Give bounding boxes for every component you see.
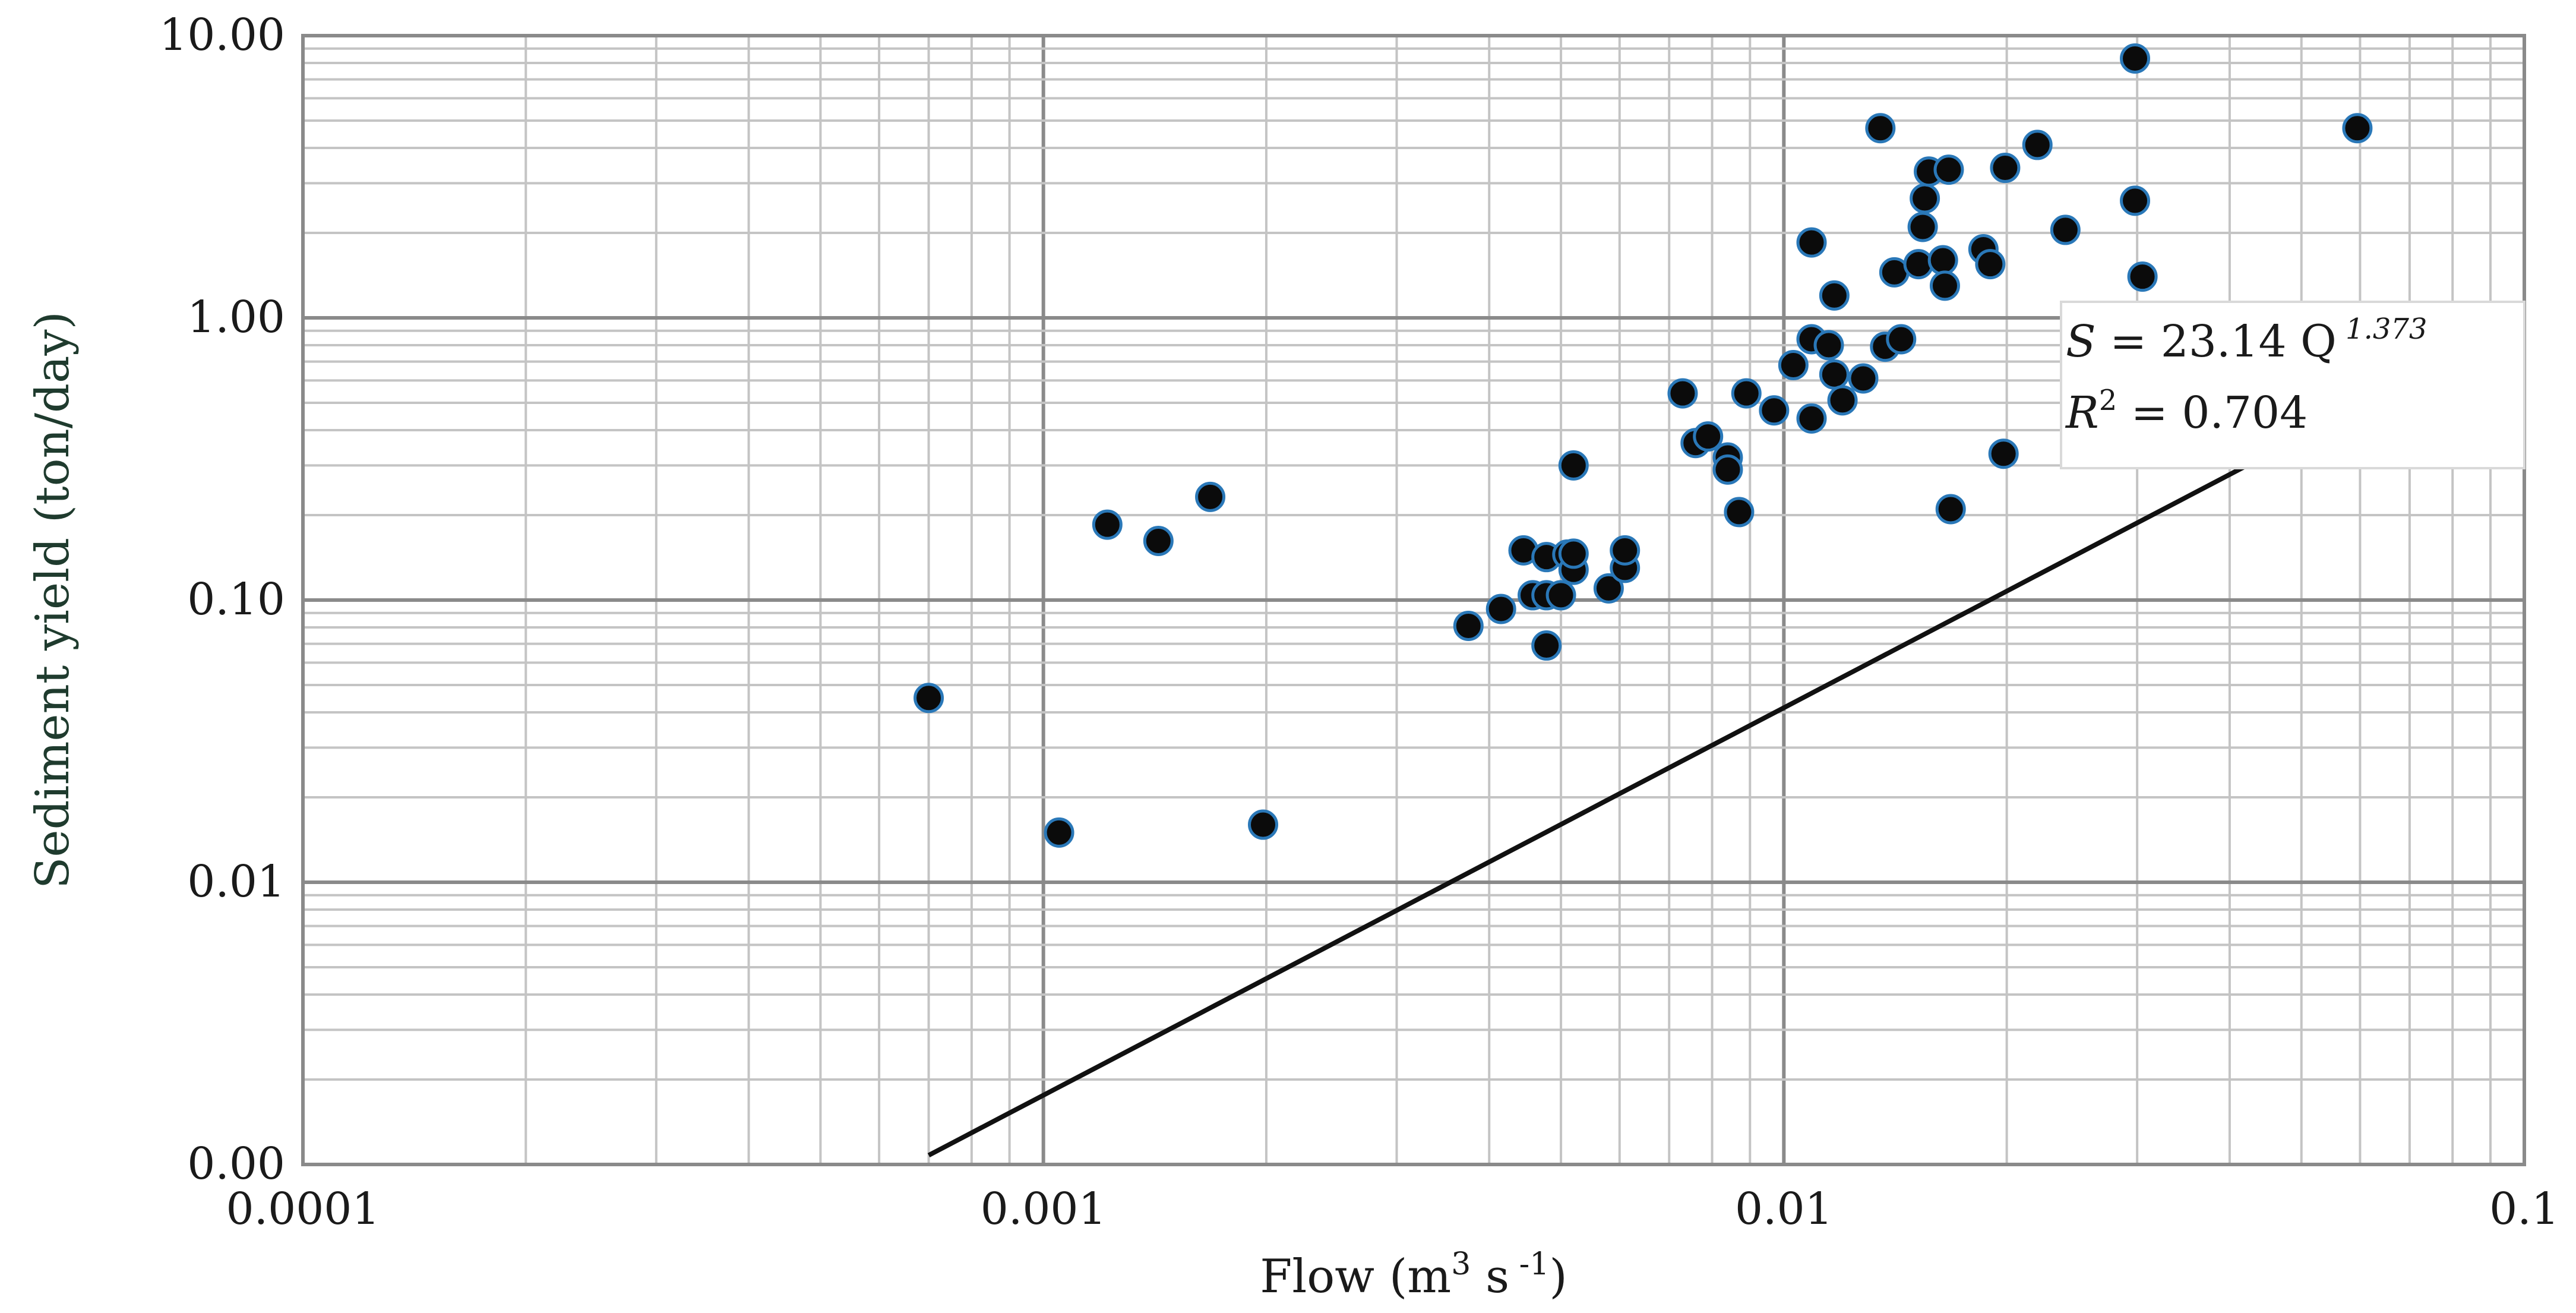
data-point xyxy=(1248,809,1279,840)
data-point xyxy=(1827,385,1858,416)
data-point xyxy=(1693,421,1724,452)
y-tick-label: 0.00 xyxy=(187,1138,285,1189)
data-point xyxy=(1044,817,1074,848)
data-point xyxy=(1545,580,1576,611)
data-point xyxy=(2342,113,2373,144)
data-point xyxy=(1531,630,1562,661)
data-point xyxy=(1935,494,1966,525)
data-point xyxy=(1593,573,1624,604)
x-tick-label: 0.0001 xyxy=(226,1183,380,1235)
data-point xyxy=(1927,245,1958,276)
data-point xyxy=(1865,113,1896,144)
data-point xyxy=(1975,249,2006,280)
data-point xyxy=(914,683,944,714)
data-point xyxy=(1990,153,2021,184)
y-tick-label: 0.10 xyxy=(187,574,285,625)
data-point xyxy=(1848,363,1879,394)
data-point xyxy=(1485,594,1516,624)
y-tick-label: 1.00 xyxy=(187,292,285,343)
data-point xyxy=(1195,481,1226,512)
data-point xyxy=(2120,43,2151,74)
data-point xyxy=(2127,261,2158,292)
data-point xyxy=(1558,450,1589,481)
data-point xyxy=(1929,270,1960,301)
tick-labels: 0.0001 0.001 0.01 0.1 0.00 0.01 0.10 1.00 10.00 xyxy=(159,10,2559,1235)
plot-frame xyxy=(301,34,2526,1166)
data-point xyxy=(1778,350,1809,381)
data-point xyxy=(1819,280,1850,311)
data-point xyxy=(1907,212,1938,242)
data-points xyxy=(914,43,2373,848)
data-point xyxy=(1903,249,1934,280)
data-point xyxy=(1724,497,1755,528)
data-point xyxy=(2120,185,2151,216)
data-point xyxy=(1759,395,1790,426)
power-trendline xyxy=(927,404,2362,1158)
data-point xyxy=(1988,438,2019,469)
y-tick-label: 10.00 xyxy=(159,10,285,61)
y-tick-label: 0.01 xyxy=(187,856,285,907)
data-point xyxy=(1712,454,1743,485)
r-squared: R2 = 0.704 xyxy=(2065,384,2308,438)
data-point xyxy=(2022,130,2053,160)
data-point xyxy=(1796,403,1827,434)
x-axis-title: Flow (m3 s -1) xyxy=(1260,1246,1567,1303)
data-point xyxy=(2050,214,2081,245)
data-point xyxy=(1143,525,1174,556)
x-tick-label: 0.001 xyxy=(981,1183,1107,1235)
y-axis-title: Sediment yield (ton/day) xyxy=(26,311,80,889)
x-tick-label: 0.1 xyxy=(2489,1183,2559,1235)
data-point xyxy=(1453,610,1484,641)
data-point xyxy=(1610,535,1641,566)
x-tick-label: 0.01 xyxy=(1735,1183,1833,1235)
data-point xyxy=(1933,154,1964,185)
data-point xyxy=(1667,378,1698,409)
grid-lines xyxy=(303,36,2524,1164)
data-point xyxy=(1819,359,1850,390)
data-point xyxy=(1796,227,1827,258)
regression-equation: S = 23.14 Q 1.373 xyxy=(2066,313,2427,367)
data-point xyxy=(1558,538,1589,569)
data-point xyxy=(1813,330,1844,361)
data-point xyxy=(1886,324,1917,355)
data-point xyxy=(1092,509,1123,540)
data-point xyxy=(1731,378,1762,409)
equation-box: S = 23.14 Q 1.373 R2 = 0.704 xyxy=(2060,301,2526,469)
data-point xyxy=(1910,183,1940,214)
